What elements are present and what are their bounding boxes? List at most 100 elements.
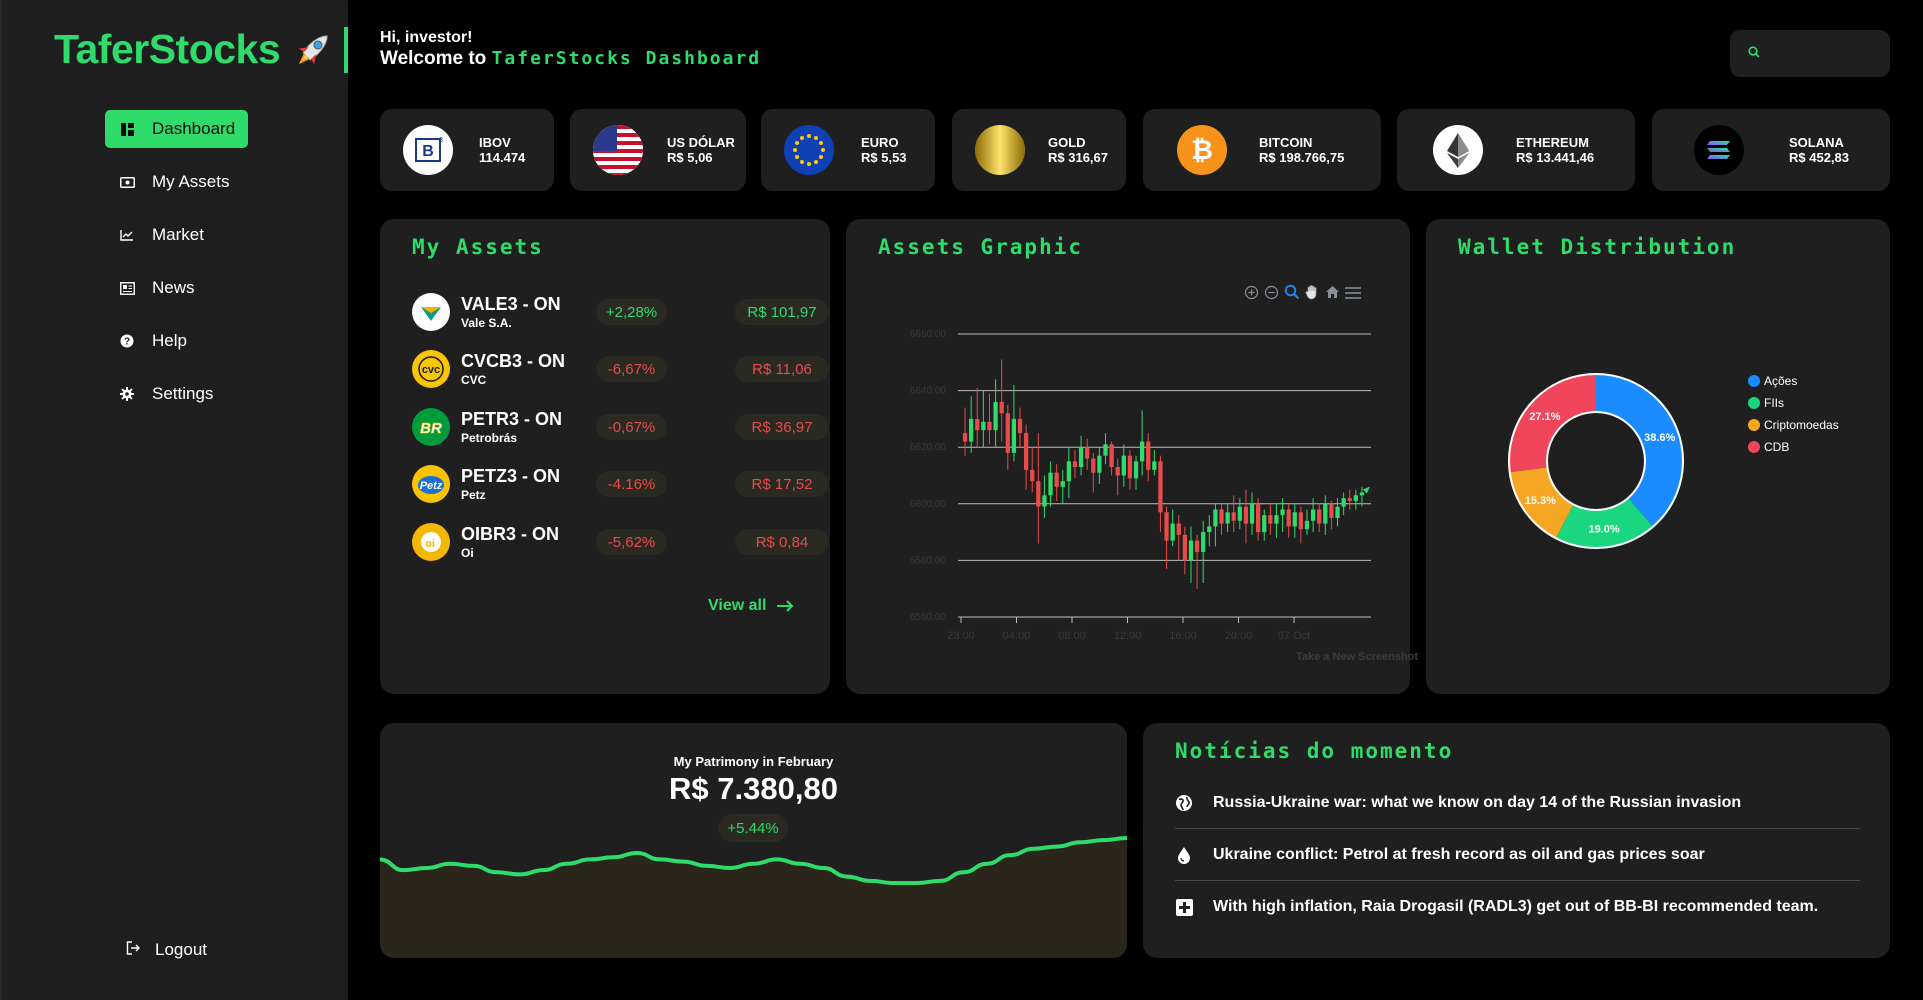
- candle-body[interactable]: [1286, 509, 1291, 527]
- candle-body[interactable]: [1249, 503, 1255, 524]
- selection-zoom-icon[interactable]: [1284, 284, 1300, 305]
- candle-body[interactable]: [1341, 498, 1346, 507]
- candle-body[interactable]: [975, 418, 980, 431]
- candle-body[interactable]: [1011, 418, 1017, 453]
- search-input[interactable]: [1770, 46, 1870, 61]
- pan-hand-icon[interactable]: [1305, 284, 1320, 305]
- legend-item-acoes[interactable]: Ações: [1748, 370, 1839, 392]
- candle-body[interactable]: [1213, 509, 1218, 527]
- candle-body[interactable]: [969, 418, 974, 442]
- candle-body[interactable]: [1182, 534, 1188, 561]
- ticker-solana[interactable]: SOLANA R$ 452,83: [1652, 109, 1890, 191]
- candle-body[interactable]: [1030, 469, 1035, 482]
- candle-body[interactable]: [1219, 509, 1224, 524]
- candle-body[interactable]: [1164, 512, 1169, 541]
- candle-body[interactable]: [1317, 509, 1322, 524]
- zoom-in-icon[interactable]: [1244, 285, 1259, 305]
- patrimony-area-chart[interactable]: [380, 723, 1127, 958]
- candle-body[interactable]: [1042, 495, 1047, 507]
- candle-body[interactable]: [1121, 455, 1126, 476]
- asset-row-oibr3[interactable]: oi OIBR3 - ON Oi -5,62% R$ 0,84: [412, 519, 832, 565]
- candle-body[interactable]: [1133, 461, 1139, 479]
- donut-slice[interactable]: [1508, 373, 1684, 549]
- candle-body[interactable]: [993, 401, 998, 431]
- candle-body[interactable]: [1060, 481, 1065, 487]
- candle-body[interactable]: [1115, 467, 1120, 476]
- asset-row-cvcb3[interactable]: cvc CVCB3 - ON CVC -6,67% R$ 11,06: [412, 346, 832, 392]
- candle-body[interactable]: [1152, 461, 1157, 470]
- candle-body[interactable]: [1274, 515, 1279, 524]
- ticker-bitcoin[interactable]: ₿ BITCOIN R$ 198.766,75: [1143, 109, 1381, 191]
- legend-item-criptomoedas[interactable]: Criptomoedas: [1748, 414, 1839, 436]
- candle-body[interactable]: [1176, 523, 1181, 535]
- candle-body[interactable]: [1170, 523, 1175, 541]
- candle-body[interactable]: [1323, 503, 1328, 524]
- candle-body[interactable]: [1066, 461, 1071, 482]
- ticker-usd[interactable]: US DÓLAR R$ 5,06: [570, 109, 746, 191]
- candle-body[interactable]: [1353, 495, 1358, 501]
- candle-body[interactable]: [1078, 447, 1084, 468]
- candle-body[interactable]: [1335, 506, 1340, 518]
- candle-body[interactable]: [1103, 444, 1108, 456]
- candle-body[interactable]: [1310, 509, 1316, 521]
- logout-button[interactable]: Logout: [126, 940, 207, 960]
- zoom-out-icon[interactable]: [1264, 285, 1279, 305]
- sidebar-item-market[interactable]: Market: [105, 216, 248, 254]
- candle-body[interactable]: [981, 421, 986, 431]
- candle-body[interactable]: [1139, 441, 1145, 462]
- asset-row-petz3[interactable]: Petz PETZ3 - ON Petz -4.16% R$ 17,52: [412, 461, 832, 507]
- sidebar-item-dashboard[interactable]: Dashboard: [105, 110, 248, 148]
- candle-body[interactable]: [1231, 512, 1236, 521]
- ticker-euro[interactable]: EURO R$ 5,53: [761, 109, 935, 191]
- candle-body[interactable]: [962, 433, 968, 442]
- candle-body[interactable]: [1048, 472, 1053, 496]
- candle-body[interactable]: [1091, 458, 1096, 473]
- candle-body[interactable]: [1097, 455, 1102, 473]
- candle-body[interactable]: [1023, 433, 1029, 470]
- candle-body[interactable]: [987, 421, 992, 431]
- candle-body[interactable]: [1262, 515, 1267, 533]
- candle-body[interactable]: [1109, 444, 1114, 468]
- candle-body[interactable]: [1127, 455, 1133, 479]
- brand-logo[interactable]: TaferStocks: [54, 26, 349, 73]
- candle-body[interactable]: [1347, 498, 1352, 501]
- candle-body[interactable]: [1158, 461, 1163, 513]
- candle-body[interactable]: [1268, 515, 1273, 524]
- home-icon[interactable]: [1325, 285, 1340, 304]
- candle-body[interactable]: [1207, 526, 1212, 533]
- candle-body[interactable]: [1017, 418, 1023, 434]
- search-box[interactable]: [1730, 30, 1890, 77]
- news-item[interactable]: Ukraine conflict: Petrol at fresh record…: [1175, 829, 1860, 881]
- candle-body[interactable]: [1237, 506, 1242, 521]
- candle-body[interactable]: [1085, 447, 1090, 459]
- candle-body[interactable]: [1292, 512, 1297, 527]
- sidebar-item-news[interactable]: News: [105, 269, 248, 307]
- candle-body[interactable]: [1225, 512, 1230, 524]
- candlestick-chart[interactable]: 6560.00 6580.00 6600.00 6620.00 6640.00 6660.…: [846, 259, 1410, 679]
- menu-icon[interactable]: [1345, 286, 1361, 304]
- candle-body[interactable]: [1201, 532, 1206, 552]
- donut-slice[interactable]: [1508, 373, 1684, 549]
- sidebar-item-my-assets[interactable]: My Assets: [105, 163, 248, 201]
- candle-body[interactable]: [1188, 540, 1194, 561]
- candle-body[interactable]: [1243, 506, 1249, 524]
- candle-body[interactable]: [1280, 509, 1285, 516]
- donut-chart[interactable]: 38.6% 19.0% 15.3% 27.1%: [1426, 259, 1890, 679]
- candle-body[interactable]: [1359, 492, 1365, 496]
- candle-body[interactable]: [1054, 472, 1059, 487]
- candle-body[interactable]: [1036, 481, 1041, 507]
- candle-body[interactable]: [1298, 512, 1304, 530]
- ticker-ethereum[interactable]: ETHEREUM R$ 13.441,46: [1397, 109, 1635, 191]
- news-item[interactable]: Russia-Ukraine war: what we know on day …: [1175, 777, 1860, 829]
- candle-body[interactable]: [1304, 520, 1310, 530]
- candle-body[interactable]: [1194, 540, 1200, 552]
- legend-item-fiis[interactable]: FIIs: [1748, 392, 1839, 414]
- ticker-gold[interactable]: GOLD R$ 316,67: [952, 109, 1126, 191]
- candle-body[interactable]: [1256, 503, 1261, 533]
- candle-body[interactable]: [1072, 461, 1078, 468]
- candle-body[interactable]: [1146, 441, 1151, 470]
- news-item[interactable]: With high inflation, Raia Drogasil (RADL…: [1175, 881, 1860, 933]
- legend-item-cdb[interactable]: CDB: [1748, 436, 1839, 458]
- candle-body[interactable]: [1329, 503, 1334, 518]
- sidebar-item-help[interactable]: ? Help: [105, 322, 248, 360]
